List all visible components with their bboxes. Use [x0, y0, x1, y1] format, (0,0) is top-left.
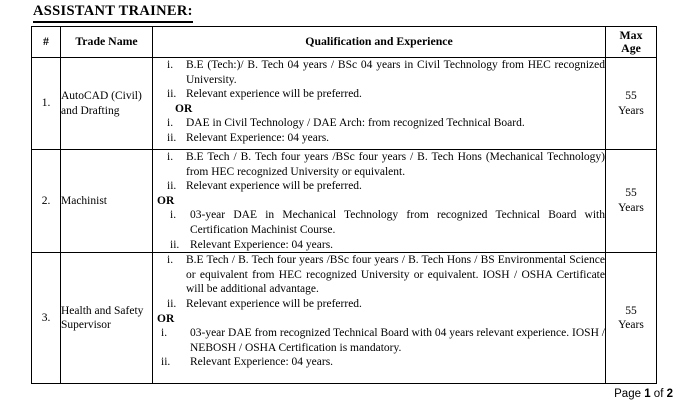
row-number: 3.: [31, 252, 61, 385]
header-row: # Trade Name Qualification and Experienc…: [31, 26, 657, 58]
max-age: 55 Years: [605, 57, 657, 150]
page-footer: Page 1 of 2: [614, 388, 673, 401]
footer-page-number: 1: [644, 388, 651, 400]
list-marker: ii.: [167, 131, 177, 144]
qualification-text: Relevant experience will be preferred.: [186, 180, 362, 193]
qualification-item: i. B.E Tech / B. Tech four years /BSc fou…: [167, 254, 605, 297]
header-cell-qualification: Qualification and Experience: [152, 26, 606, 58]
qualification-item: i. B.E Tech / B. Tech four years /BSc fou…: [167, 151, 605, 180]
qualification-text: B.E Tech / B. Tech four years /BSc four …: [186, 151, 605, 178]
qualification-cell: i. B.E (Tech:)/ B. Tech 04 years / BSc 04…: [152, 57, 606, 150]
footer-total-pages: 2: [666, 388, 673, 400]
or-separator: OR: [175, 102, 193, 115]
qualification-item: ii. Relevant Experience: 04 years.: [170, 238, 605, 252]
table-row: 2. Machinist i. B.E Tech / B. Tech four y…: [31, 148, 657, 254]
list-marker: i.: [161, 327, 168, 340]
or-separator: OR: [157, 194, 175, 207]
qualification-item: i. 03-year DAE from recognized Technical …: [161, 326, 605, 355]
table-row: 1. AutoCAD (Civil) and Drafting i. B.E (T…: [31, 57, 657, 150]
list-marker: ii.: [167, 88, 177, 101]
qualification-text: B.E Tech / B. Tech four years /BSc four …: [186, 254, 605, 296]
header-cell-number: #: [31, 26, 61, 58]
qualification-text: 03-year DAE from recognized Technical Bo…: [190, 327, 605, 354]
qualification-text: DAE in Civil Technology / DAE Arch: from…: [186, 117, 525, 130]
qualification-text: Relevant Experience: 04 years.: [190, 238, 334, 251]
row-number: 1.: [31, 57, 61, 150]
table-row: 3. Health and Safety Supervisor i. B.E Te…: [31, 252, 657, 385]
row-number: 2.: [31, 148, 61, 254]
list-marker: ii.: [161, 356, 171, 369]
qualification-text: Relevant experience will be preferred.: [186, 88, 362, 101]
qualification-text: Relevant Experience: 04 years.: [190, 356, 334, 369]
qualification-text: B.E (Tech:)/ B. Tech 04 years / BSc 04 y…: [186, 59, 605, 86]
list-marker: i.: [167, 151, 174, 163]
page-title: ASSISTANT TRAINER:: [33, 3, 193, 23]
trade-name: AutoCAD (Civil) and Drafting: [60, 57, 153, 150]
qualification-item: i. B.E (Tech:)/ B. Tech 04 years / BSc 04…: [167, 59, 605, 88]
trade-name: Machinist: [60, 148, 153, 254]
qualification-item: ii. Relevant Experience: 04 years.: [167, 131, 605, 146]
max-age: 55 Years: [605, 148, 657, 254]
qualification-cell: i. B.E Tech / B. Tech four years /BSc fou…: [152, 148, 606, 254]
header-cell-max-age: Max Age: [605, 26, 657, 58]
qualification-item: ii. Relevant experience will be preferred…: [167, 87, 605, 102]
list-marker: i.: [167, 117, 174, 130]
list-marker: i.: [167, 59, 174, 71]
trade-name: Health and Safety Supervisor: [60, 252, 153, 385]
header-cell-trade-name: Trade Name: [60, 26, 153, 58]
qualification-item: ii. Relevant Experience: 04 years.: [161, 355, 605, 370]
qualification-item: ii. Relevant experience will be preferred…: [167, 179, 605, 194]
qualification-text: Relevant experience will be preferred.: [186, 297, 362, 310]
max-age: 55 Years: [605, 252, 657, 385]
footer-of-label: of: [650, 388, 667, 400]
trades-table: # Trade Name Qualification and Experienc…: [31, 26, 657, 385]
list-marker: ii.: [167, 297, 177, 310]
qualification-text: Relevant Experience: 04 years.: [186, 131, 330, 144]
qualification-item: i. 03-year DAE in Mechanical Technology f…: [170, 208, 605, 237]
footer-page-label: Page: [614, 388, 645, 400]
qualification-item: ii. Relevant experience will be preferred…: [167, 297, 605, 312]
list-marker: ii.: [170, 238, 180, 251]
list-marker: i.: [170, 209, 177, 222]
or-separator: OR: [157, 312, 175, 325]
list-marker: ii.: [167, 180, 177, 193]
qualification-item: i. DAE in Civil Technology / DAE Arch: fr…: [167, 116, 605, 131]
qualification-cell: i. B.E Tech / B. Tech four years /BSc fou…: [152, 252, 606, 385]
list-marker: i.: [167, 254, 174, 267]
qualification-text: 03-year DAE in Mechanical Technology fro…: [190, 209, 605, 236]
